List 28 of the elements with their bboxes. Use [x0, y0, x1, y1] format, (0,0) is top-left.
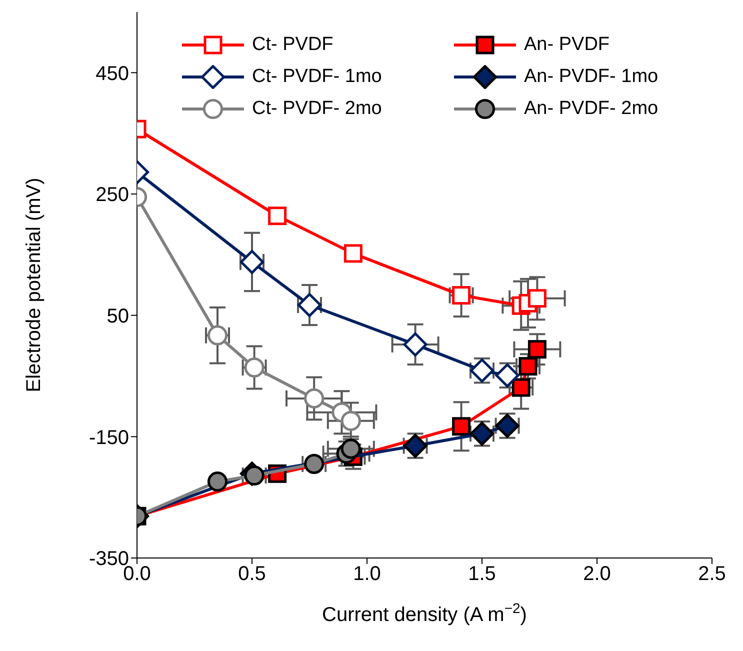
- point: [268, 206, 287, 226]
- point: [340, 410, 361, 431]
- legend-label: Ct- PVDF- 2mo: [252, 98, 382, 120]
- point: [207, 472, 228, 492]
- x-tick-label: 0.5: [238, 563, 266, 586]
- legend-label: An- PVDF- 1mo: [524, 66, 658, 88]
- y-tick-label: 450: [96, 62, 129, 85]
- point: [512, 378, 530, 397]
- y-tick-label: -150: [88, 426, 129, 449]
- y-tick-label: 250: [96, 184, 129, 206]
- legend-label: An- PVDF: [524, 34, 610, 56]
- y-axis-title: Electrode potential (mV): [23, 178, 45, 392]
- legend-label: Ct- PVDF: [252, 34, 334, 56]
- x-axis-title: Current density (A m$^{−2}$): [322, 600, 527, 626]
- legend-label: Ct- PVDF- 1mo: [252, 66, 382, 88]
- point: [452, 286, 471, 305]
- y-tick-label: 50: [106, 305, 129, 328]
- point: [528, 340, 546, 359]
- x-tick-label: 2.0: [583, 563, 611, 586]
- point: [403, 332, 428, 357]
- x-tick-label: 2.5: [698, 563, 726, 586]
- point: [528, 289, 546, 308]
- point: [452, 417, 471, 436]
- legend-label: An- PVDF- 2mo: [524, 98, 658, 120]
- point: [344, 244, 362, 263]
- x-tick-label: 1.5: [468, 563, 496, 586]
- x-tick-label: 1.0: [353, 563, 381, 586]
- point: [304, 388, 324, 408]
